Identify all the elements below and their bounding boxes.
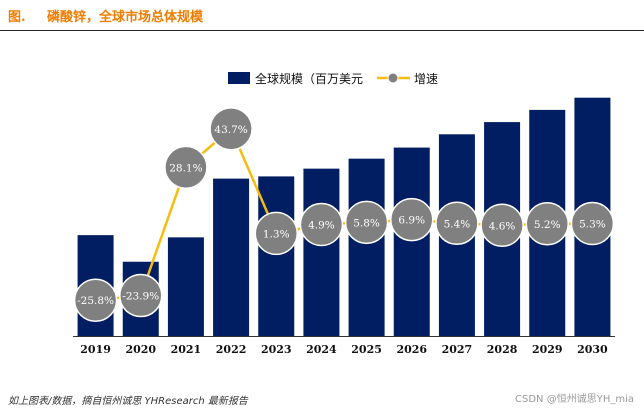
bar-2021 (167, 237, 204, 336)
growth-label-2025: 5.8% (353, 217, 380, 229)
growth-point-2026: 6.9% (390, 197, 434, 242)
x-tick-2027: 2027 (442, 343, 473, 356)
x-tick-2025: 2025 (351, 343, 382, 356)
x-tick-2019: 2019 (80, 343, 111, 356)
growth-label-2027: 5.4% (444, 218, 471, 230)
growth-marker-2020 (119, 273, 163, 318)
growth-rate-markers: -25.8% -23.9% 28.1% 43.7% 1.3% 4.9% 5.8% 6.9% 5.… (73, 107, 615, 322)
growth-label-2020: -23.9% (122, 291, 159, 303)
x-tick-2030: 2030 (577, 343, 608, 356)
growth-point-2029: 5.2% (525, 202, 569, 246)
legend-bar-swatch (228, 72, 250, 84)
growth-label-2030: 5.3% (579, 219, 606, 231)
growth-marker-2028 (480, 203, 524, 248)
x-tick-2020: 2020 (125, 343, 156, 356)
x-tick-labels: 2019 2020 2021 2022 2023 2024 2025 2026 2027 2028… (80, 343, 608, 356)
growth-point-2019: -25.8% (73, 278, 118, 322)
legend: 全球规模（百万美元 增速 (228, 71, 438, 86)
growth-marker-2025 (344, 200, 389, 245)
growth-marker-2021 (164, 145, 208, 190)
bar-2026 (393, 147, 430, 336)
growth-point-2030: 5.3% (570, 201, 615, 246)
bar-2022 (213, 178, 250, 336)
figure-header: 图. 磷酸锌，全球市场总体规模 (0, 0, 644, 31)
bar-2025 (348, 158, 385, 336)
growth-marker-2019 (73, 278, 118, 322)
watermark: CSDN @恒州诚思YH_mia (515, 394, 634, 405)
figure-title: 磷酸锌，全球市场总体规模 (47, 10, 204, 25)
x-tick-2028: 2028 (487, 343, 518, 356)
bar-2024 (303, 168, 340, 336)
growth-marker-2026 (390, 197, 434, 242)
growth-point-2025: 5.8% (344, 200, 389, 245)
x-tick-2024: 2024 (306, 343, 337, 356)
growth-label-2019: -25.8% (77, 295, 114, 307)
source-note: 如上图表/数据，摘自恒州诚思 YHResearch 最新报告 (8, 396, 248, 407)
growth-label-2023: 1.3% (263, 228, 290, 240)
legend-bar-label: 全球规模（百万美元 (255, 71, 363, 86)
growth-marker-2030 (570, 201, 615, 246)
legend-line-marker (387, 72, 399, 84)
x-tick-2022: 2022 (216, 343, 247, 356)
growth-point-2027: 5.4% (435, 201, 479, 246)
growth-label-2021: 28.1% (169, 162, 202, 174)
growth-label-2024: 4.9% (308, 220, 335, 232)
bar-2023 (258, 176, 295, 336)
growth-label-2022: 43.7% (214, 124, 247, 136)
x-tick-2029: 2029 (532, 343, 563, 356)
growth-label-2029: 5.2% (534, 219, 561, 231)
growth-label-2028: 4.6% (489, 220, 516, 232)
growth-point-2023: 1.3% (254, 211, 298, 256)
growth-point-2024: 4.9% (299, 202, 344, 247)
growth-point-2022: 43.7% (209, 107, 253, 151)
figure-label: 图. (8, 10, 26, 25)
x-tick-2026: 2026 (396, 343, 427, 356)
x-tick-2021: 2021 (171, 343, 202, 356)
growth-point-2020: -23.9% (119, 273, 163, 318)
x-tick-2023: 2023 (261, 343, 292, 356)
growth-point-2028: 4.6% (480, 203, 524, 248)
growth-marker-2027 (435, 201, 479, 246)
growth-label-2026: 6.9% (398, 215, 425, 227)
growth-marker-2022 (209, 107, 253, 151)
legend-line-label: 增速 (414, 72, 438, 86)
growth-point-2021: 28.1% (164, 145, 208, 190)
growth-marker-2024 (299, 202, 344, 247)
growth-marker-2023 (254, 211, 298, 256)
growth-marker-2029 (525, 202, 569, 246)
